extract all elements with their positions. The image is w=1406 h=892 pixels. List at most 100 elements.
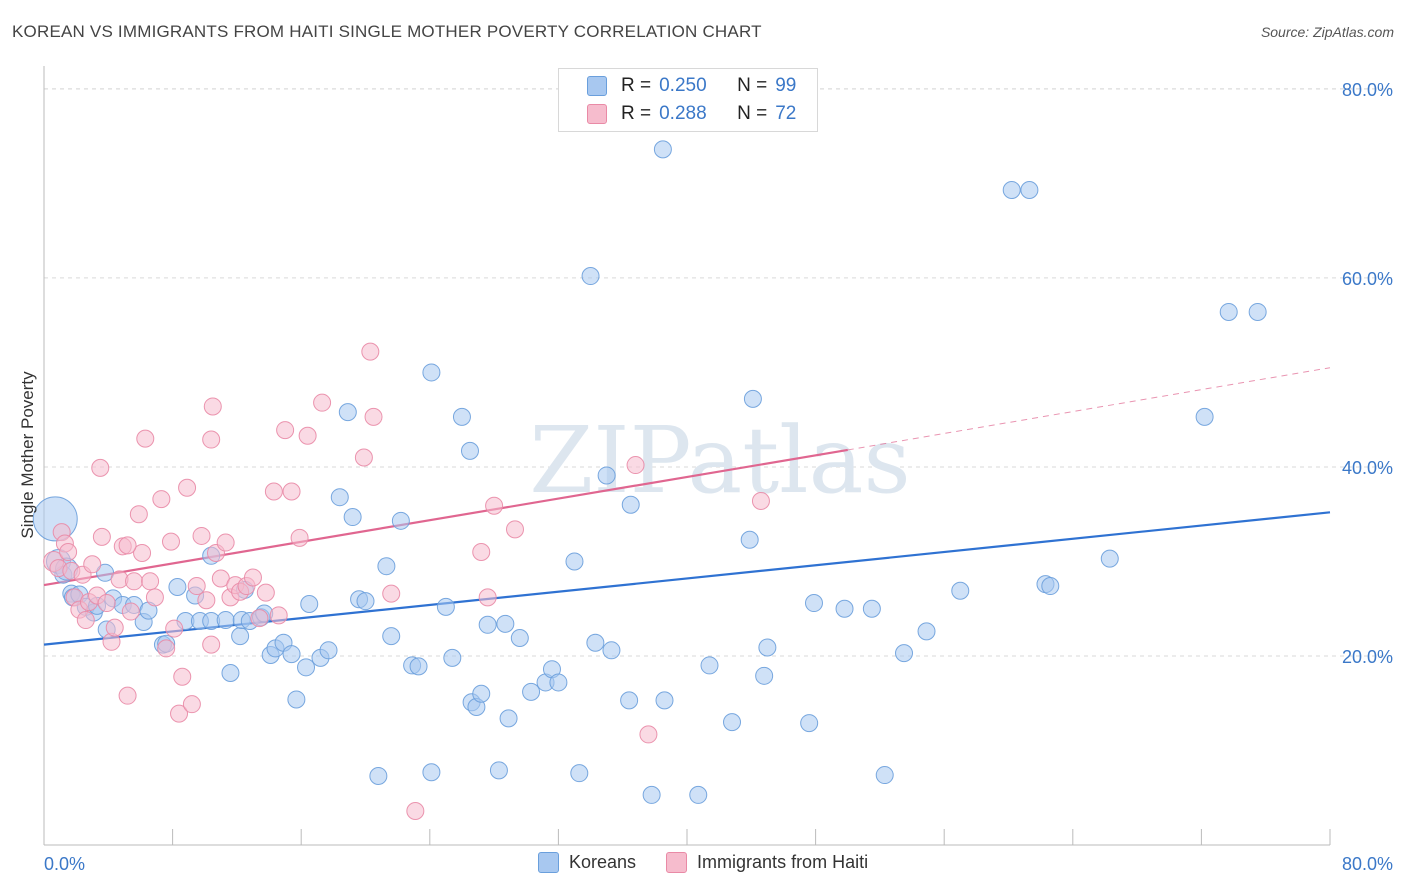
korean-point	[472, 684, 491, 703]
haiti-point	[182, 695, 201, 714]
korean-point	[700, 656, 719, 675]
y-tick-label: 60.0%	[1342, 269, 1393, 289]
n-label: N =	[737, 75, 768, 96]
legend-row-koreans: R = 0.250 N = 99	[587, 73, 796, 99]
haiti-point	[136, 429, 155, 448]
korean-point	[602, 641, 621, 660]
korean-point	[460, 441, 479, 460]
korean-point	[489, 761, 508, 780]
korean-point	[565, 552, 584, 571]
haiti-point	[59, 543, 78, 562]
haiti-point	[83, 555, 102, 574]
r-value: 0.250	[659, 75, 707, 96]
korean-point	[743, 389, 762, 408]
haiti-point	[178, 478, 197, 497]
korean-point	[655, 691, 674, 710]
korean-point	[382, 627, 401, 646]
haiti-point	[382, 584, 401, 603]
x-tick-label: 80.0%	[1342, 854, 1393, 874]
korean-point	[231, 627, 250, 646]
haiti-point	[751, 491, 770, 510]
korean-point	[168, 577, 187, 596]
haiti-point	[364, 407, 383, 426]
korean-point	[1195, 407, 1214, 426]
korean-point	[221, 663, 240, 682]
korean-point	[422, 763, 441, 782]
n-value: 72	[775, 103, 797, 124]
series-legend: Koreans Immigrants from Haiti	[538, 852, 898, 873]
y-tick-label: 20.0%	[1342, 647, 1393, 667]
x-tick-label: 0.0%	[44, 854, 85, 874]
haiti-swatch	[666, 852, 688, 873]
korean-point	[740, 530, 759, 549]
korean-point	[287, 690, 306, 709]
haiti-point	[406, 801, 425, 820]
correlation-legend: R = 0.250 N = 99 R = 0.288 N = 72	[558, 68, 818, 132]
haiti-point	[250, 609, 269, 628]
korean-point	[951, 581, 970, 600]
haiti-point	[478, 588, 497, 607]
korean-point	[436, 597, 455, 616]
korean-point	[356, 592, 375, 611]
korean-point	[755, 666, 774, 685]
axes	[43, 66, 1331, 846]
korean-point	[621, 495, 640, 514]
haiti-trend-extension	[847, 367, 1331, 451]
r-label: R =	[621, 103, 652, 124]
korean-point	[1002, 181, 1021, 200]
n-value: 99	[775, 75, 797, 96]
korean-point	[875, 766, 894, 785]
legend-label-koreans: Koreans	[569, 852, 637, 872]
korean-point	[297, 658, 316, 677]
korean-point	[800, 714, 819, 733]
haiti-point	[121, 602, 140, 621]
legend-label-haiti: Immigrants from Haiti	[697, 852, 869, 872]
korean-point	[319, 641, 338, 660]
korean-point	[758, 638, 777, 657]
korean-point	[917, 622, 936, 641]
haiti-point	[505, 520, 524, 539]
haiti-point	[97, 594, 116, 613]
haiti-point	[152, 490, 171, 509]
haiti-point	[485, 496, 504, 515]
korean-point	[391, 511, 410, 530]
haiti-point	[639, 725, 658, 744]
korean-point	[804, 594, 823, 613]
korean-point	[343, 508, 362, 527]
korean-point	[862, 599, 881, 618]
korean-point	[499, 709, 518, 728]
haiti-point	[216, 533, 235, 552]
korean-point	[1248, 302, 1267, 321]
korean-point	[282, 645, 301, 664]
haiti-point	[264, 482, 283, 501]
korean-point	[835, 599, 854, 618]
korean-point	[1041, 577, 1060, 596]
korean-point	[422, 363, 441, 382]
haiti-point	[170, 704, 189, 723]
haiti-point	[118, 686, 137, 705]
source-label: Source: ZipAtlas.com	[1260, 24, 1394, 40]
legend-item-haiti: Immigrants from Haiti	[666, 852, 868, 873]
haiti-point	[202, 430, 221, 449]
korean-point	[338, 403, 357, 422]
korean-point	[300, 594, 319, 613]
haiti-point	[626, 456, 645, 475]
y-tick-label: 80.0%	[1342, 80, 1393, 100]
haiti-point	[269, 606, 288, 625]
haiti-point	[243, 568, 262, 587]
korean-point	[409, 657, 428, 676]
haiti-point	[276, 421, 295, 440]
haiti-point	[145, 588, 164, 607]
haiti-point	[141, 572, 160, 591]
haiti-point	[129, 505, 148, 524]
korean-point	[1100, 549, 1119, 568]
haiti-point	[161, 532, 180, 551]
y-axis-label: Single Mother Poverty	[18, 371, 37, 539]
haiti-trend-line	[43, 448, 848, 587]
korean-point	[570, 764, 589, 783]
korean-point	[369, 767, 388, 786]
korean-point	[597, 466, 616, 485]
korean-point	[496, 614, 515, 633]
korean-point	[653, 140, 672, 159]
